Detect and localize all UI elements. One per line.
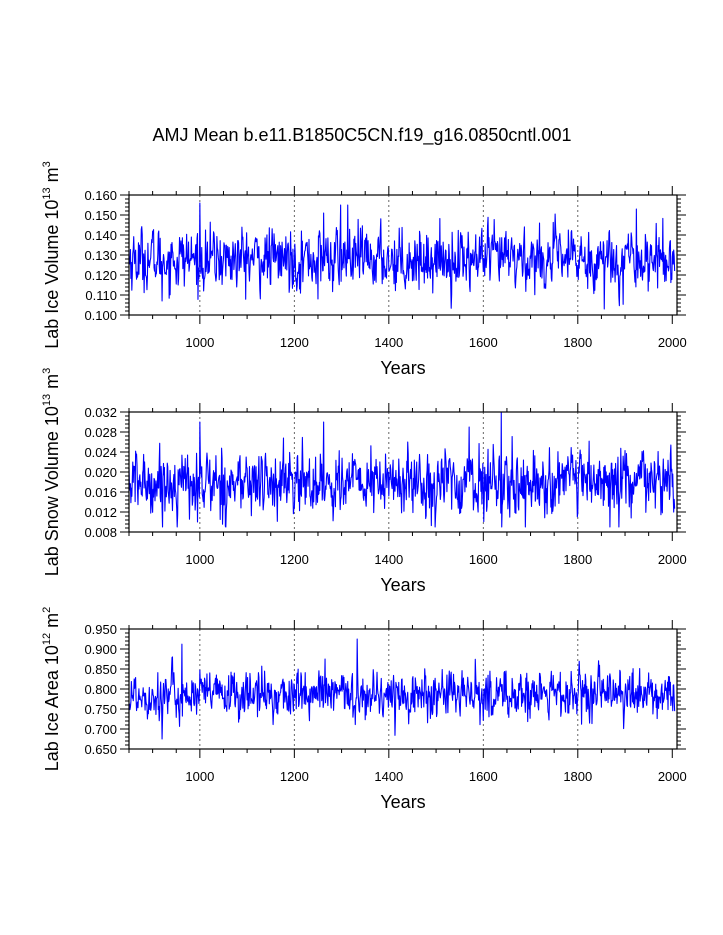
series-line [128,202,676,310]
x-axis-title: Years [380,575,425,595]
panel-snow-volume: 1000 1200 1400 1600 1800 2000 0.008 0.012 0.016 0… [41,368,687,595]
y-tick-label: 0.950 [84,622,117,637]
series-line [128,411,676,528]
y-tick-label: 0.130 [84,248,117,263]
y-axis-title-unit: m [42,167,62,187]
y-axis-title-unit-exponent: 3 [41,161,53,167]
series-line [128,638,676,740]
y-axis-title: Lab Ice Area 1012 m2 [41,607,62,771]
y-axis-title-text: Lab Ice Volume 10 [42,200,62,349]
x-tick-label: 2000 [658,769,687,784]
y-axis-title-unit: m [42,613,62,633]
x-tick-label: 1200 [280,769,309,784]
y-axis-title-unit-exponent: 2 [41,607,53,613]
y-tick-label: 0.016 [84,485,117,500]
y-tick-label: 0.024 [84,445,117,460]
y-tick-label: 0.008 [84,525,117,540]
figure-title: AMJ Mean b.e11.B1850C5CN.f19_g16.0850cnt… [153,125,572,146]
y-tick-label: 0.032 [84,405,117,420]
x-tick-label: 1200 [280,552,309,567]
x-tick-label: 1200 [280,335,309,350]
x-tick-label: 1600 [469,335,498,350]
y-tick-label: 0.700 [84,722,117,737]
x-tick-label: 2000 [658,335,687,350]
y-tick-label: 0.850 [84,662,117,677]
x-tick-label: 2000 [658,552,687,567]
y-tick-label: 0.750 [84,702,117,717]
y-tick-label: 0.028 [84,425,117,440]
y-tick-label: 0.800 [84,682,117,697]
y-tick-label: 0.900 [84,642,117,657]
y-tick-label: 0.100 [84,308,117,323]
y-axis-title-unit: m [42,374,62,394]
x-axis-title: Years [380,358,425,378]
panel-ice-volume: 1000 1200 1400 1600 1800 2000 0.100 0.110 0.120 0… [41,161,687,378]
x-tick-label: 1400 [374,552,403,567]
x-tick-label: 1400 [374,335,403,350]
x-tick-label: 1800 [563,335,592,350]
y-tick-label: 0.020 [84,465,117,480]
x-tick-label: 1000 [185,335,214,350]
x-tick-label: 1600 [469,552,498,567]
y-tick-label: 0.160 [84,188,117,203]
y-axis-title-unit-exponent: 3 [41,368,53,374]
panels: 1000 1200 1400 1600 1800 2000 0.100 0.110 0.120 0… [41,161,687,812]
y-tick-label: 0.120 [84,268,117,283]
x-tick-label: 1000 [185,769,214,784]
y-axis-title-exponent: 13 [41,187,53,199]
y-tick-label: 0.140 [84,228,117,243]
y-axis-title-exponent: 13 [41,394,53,406]
y-axis-title-text: Lab Ice Area 10 [42,645,62,771]
y-axis-title-text: Lab Snow Volume 10 [42,406,62,576]
x-tick-label: 1400 [374,769,403,784]
y-axis-title: Lab Snow Volume 1013 m3 [41,368,62,577]
x-tick-label: 1000 [185,552,214,567]
panel-ice-area: 1000 1200 1400 1600 1800 2000 0.650 0.700 0.750 0… [41,607,687,812]
y-tick-label: 0.650 [84,742,117,757]
y-tick-label: 0.012 [84,505,117,520]
y-axis-title: Lab Ice Volume 1013 m3 [41,161,62,348]
y-axis-title-exponent: 12 [41,633,53,645]
x-tick-label: 1800 [563,552,592,567]
y-tick-label: 0.110 [85,288,117,303]
x-axis-title: Years [380,792,425,812]
x-tick-label: 1600 [469,769,498,784]
y-tick-label: 0.150 [84,208,117,223]
x-tick-label: 1800 [563,769,592,784]
